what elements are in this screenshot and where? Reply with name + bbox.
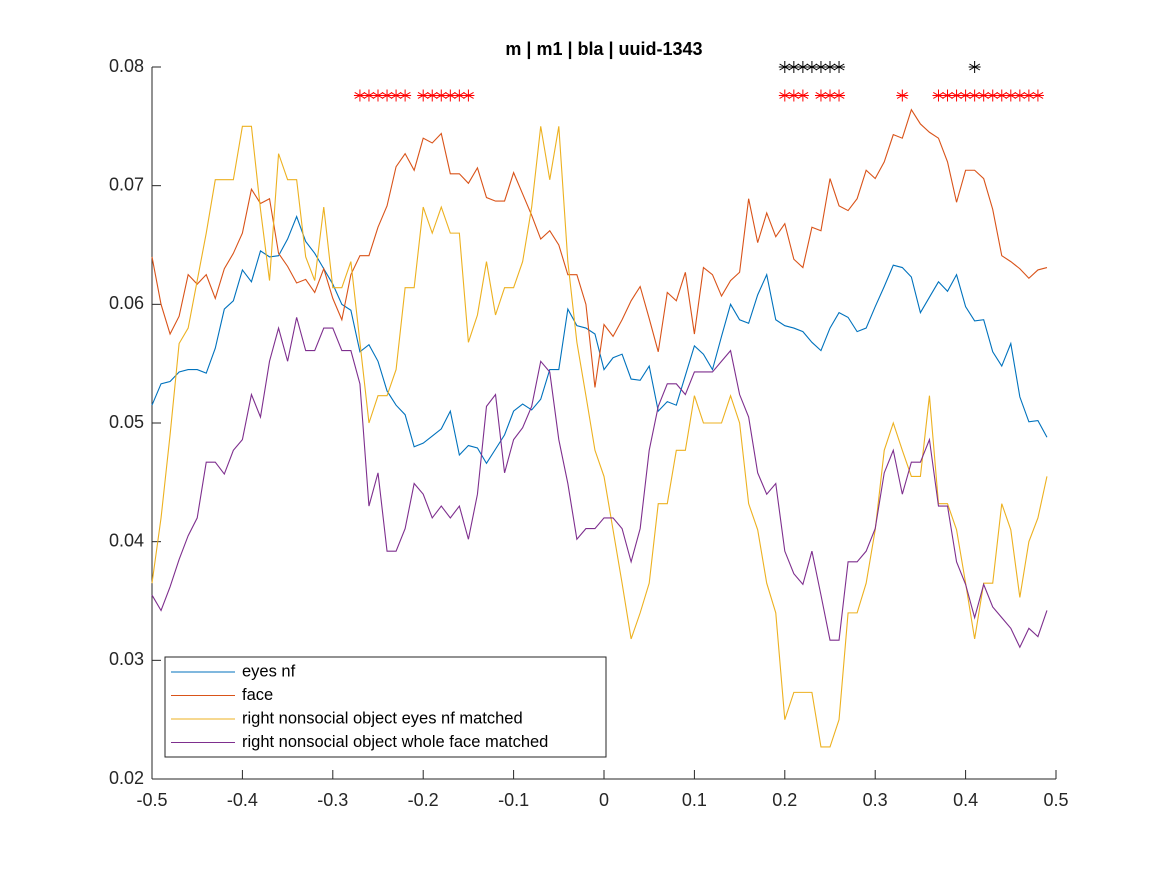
legend-label: right nonsocial object eyes nf matched — [242, 709, 523, 727]
significance-marker — [833, 61, 846, 73]
significance-marker — [814, 61, 827, 73]
x-tick-label: 0.1 — [682, 790, 707, 810]
significance-marker — [968, 89, 981, 102]
significance-marker — [1004, 89, 1017, 102]
significance-marker — [444, 89, 457, 102]
y-tick-label: 0.04 — [109, 530, 144, 550]
x-tick-label: -0.1 — [498, 790, 529, 810]
significance-marker — [932, 89, 945, 102]
legend-label: face — [242, 686, 273, 704]
significance-marker — [462, 89, 475, 102]
y-tick-label: 0.06 — [109, 293, 144, 313]
y-tick-label: 0.07 — [109, 174, 144, 194]
significance-marker — [399, 89, 412, 102]
legend-box — [164, 656, 607, 758]
chart-title: m | m1 | bla | uuid-1343 — [505, 39, 702, 59]
x-tick-label: -0.2 — [408, 790, 439, 810]
significance-marker — [787, 89, 800, 102]
significance-marker — [1013, 89, 1026, 102]
significance-marker — [1031, 89, 1044, 102]
significance-marker — [824, 89, 836, 102]
significance-marker — [959, 89, 972, 102]
y-tick-label: 0.05 — [109, 412, 144, 432]
significance-marker — [362, 89, 375, 102]
significance-marker — [896, 89, 909, 102]
series-line — [151, 125, 1048, 748]
significance-marker — [977, 89, 990, 102]
series-line — [151, 214, 1048, 465]
significance-marker — [353, 89, 366, 102]
significance-marker — [805, 61, 818, 73]
significance-marker — [778, 89, 791, 102]
x-tick-label: -0.4 — [227, 790, 258, 810]
significance-marker — [941, 89, 954, 102]
x-tick-label: 0.5 — [1043, 790, 1068, 810]
legend-label: right nonsocial object whole face matche… — [242, 733, 548, 751]
significance-marker — [796, 89, 809, 102]
significance-marker — [824, 61, 836, 73]
y-tick-label: 0.08 — [109, 56, 144, 76]
x-tick-label: 0.3 — [863, 790, 888, 810]
x-tick-label: 0.4 — [953, 790, 978, 810]
series-line — [151, 108, 1048, 388]
significance-marker — [1022, 89, 1035, 102]
significance-marker — [435, 89, 448, 102]
significance-marker — [968, 61, 981, 73]
significance-marker — [787, 61, 800, 73]
significance-marker — [950, 89, 963, 102]
significance-marker — [372, 89, 384, 102]
significance-marker — [986, 89, 999, 102]
significance-marker — [381, 89, 394, 102]
significance-marker — [417, 89, 430, 102]
x-tick-label: 0.2 — [772, 790, 797, 810]
y-tick-label: 0.03 — [109, 649, 144, 669]
significance-marker — [390, 89, 403, 102]
x-tick-label: -0.3 — [317, 790, 348, 810]
significance-marker — [995, 89, 1008, 102]
legend: eyes nf face right nonsocial object eyes n… — [164, 656, 607, 758]
significance-marker — [453, 89, 466, 102]
significance-marker — [426, 89, 439, 102]
legend-label: eyes nf — [242, 662, 296, 680]
significance-marker — [814, 89, 827, 102]
y-tick-label: 0.02 — [109, 768, 144, 788]
significance-marker — [778, 61, 791, 73]
significance-marker — [796, 61, 809, 73]
significance-marker — [833, 89, 846, 102]
series-line — [151, 317, 1048, 649]
x-tick-label: -0.5 — [136, 790, 167, 810]
x-tick-label: 0 — [599, 790, 609, 810]
